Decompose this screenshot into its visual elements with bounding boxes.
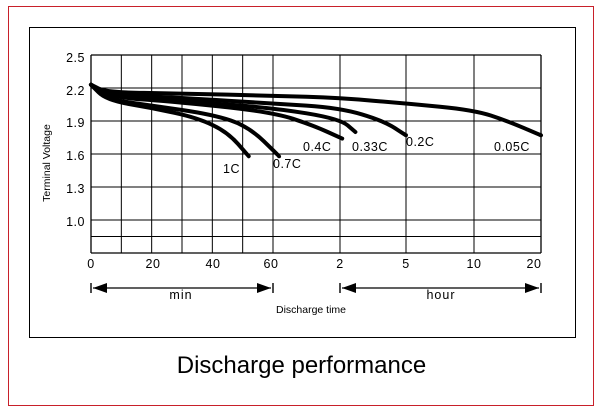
- curve-label-0.33c: 0.33C: [352, 140, 388, 154]
- figure-frame: 2.5 2.2 1.9 1.6 1.3 1.0 0 20 40 60 2 5 1…: [8, 6, 594, 406]
- curve-label-1c: 1C: [223, 162, 240, 176]
- curve-labels: 1C 0.7C 0.4C 0.33C 0.2C 0.05C: [223, 135, 530, 176]
- x-axis-ticks-hour: 2 5 10 20: [336, 257, 541, 271]
- x-tick-label: 5: [402, 257, 409, 271]
- x-tick-label: 60: [264, 257, 279, 271]
- y-tick-label: 2.2: [66, 84, 85, 98]
- y-tick-label: 1.0: [66, 215, 85, 229]
- chart-panel: [29, 27, 576, 338]
- hour-unit-label: hour: [426, 288, 455, 302]
- hour-range-arrow: [339, 283, 542, 293]
- min-range-arrow: [90, 283, 274, 293]
- y-tick-label: 1.3: [66, 182, 85, 196]
- curve-label-0.4c: 0.4C: [303, 140, 331, 154]
- curve-label-0.7c: 0.7C: [273, 157, 301, 171]
- y-tick-label: 1.9: [66, 116, 85, 130]
- y-axis-ticks: 2.5 2.2 1.9 1.6 1.3 1.0: [66, 51, 85, 229]
- y-axis-title: Terminal Voltage: [41, 124, 53, 202]
- x-axis-title: Discharge time: [276, 304, 346, 316]
- y-tick-label: 1.6: [66, 149, 85, 163]
- discharge-chart: 2.5 2.2 1.9 1.6 1.3 1.0 0 20 40 60 2 5 1…: [41, 51, 544, 316]
- figure-caption: Discharge performance: [176, 352, 427, 379]
- curve-label-0.05c: 0.05C: [494, 140, 530, 154]
- discharge-curve-0.05c: [89, 82, 544, 138]
- curve-label-0.2c: 0.2C: [406, 135, 434, 149]
- x-tick-label: 20: [527, 257, 542, 271]
- discharge-curves: [89, 82, 544, 159]
- x-tick-label: 10: [467, 257, 482, 271]
- y-tick-label: 2.5: [66, 51, 85, 65]
- x-tick-label: 0: [87, 257, 94, 271]
- x-axis-ticks-min: 0 20 40 60: [87, 257, 278, 271]
- x-tick-label: 20: [146, 257, 161, 271]
- x-tick-label: 2: [336, 257, 343, 271]
- x-tick-label: 40: [206, 257, 221, 271]
- min-unit-label: min: [169, 288, 192, 302]
- grid-lines: [90, 54, 542, 254]
